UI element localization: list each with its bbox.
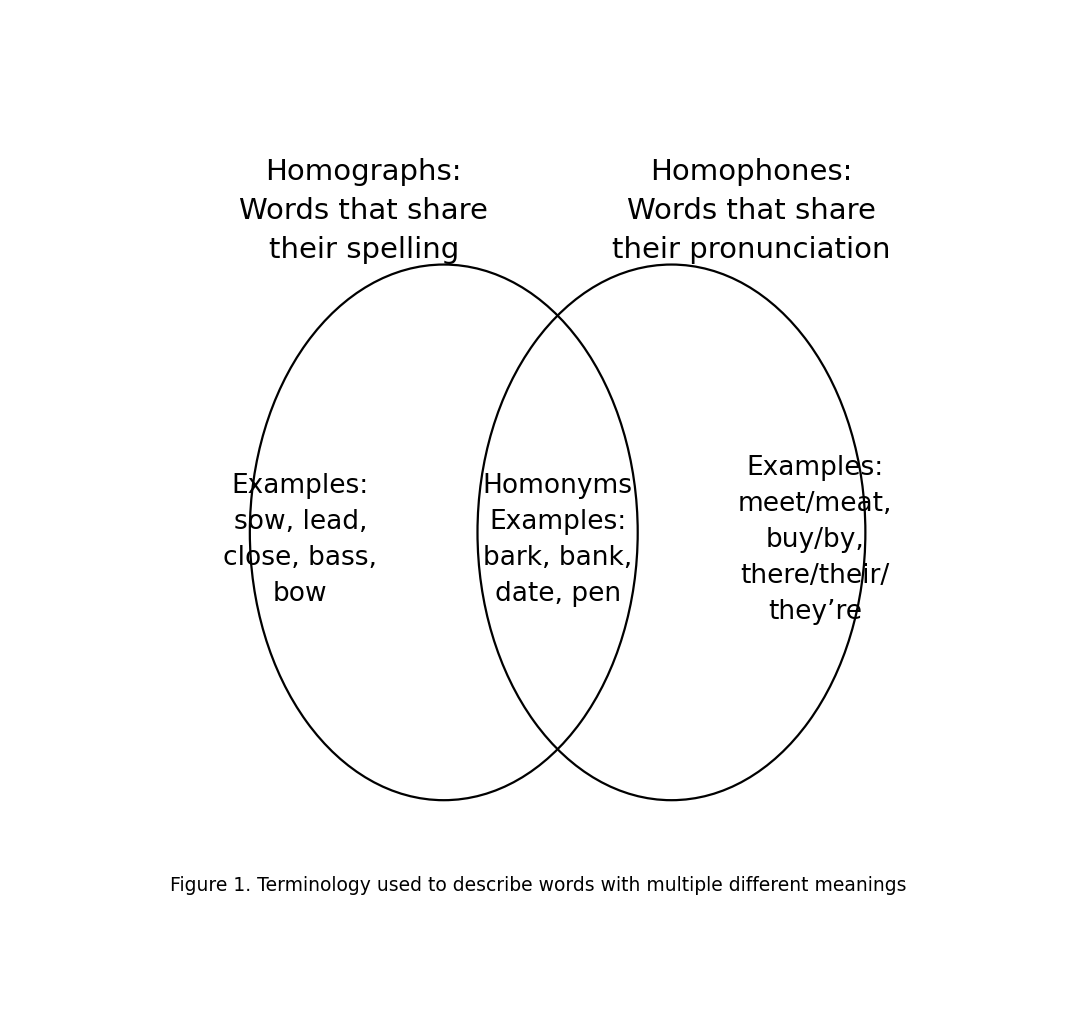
Text: Figure 1. Terminology used to describe words with multiple different meanings: Figure 1. Terminology used to describe w… (170, 876, 906, 895)
Text: Homographs:
Words that share
their spelling: Homographs: Words that share their spell… (239, 159, 489, 264)
Text: Homophones:
Words that share
their pronunciation: Homophones: Words that share their pronu… (613, 159, 891, 264)
Text: Examples:
sow, lead,
close, bass,
bow: Examples: sow, lead, close, bass, bow (223, 474, 378, 608)
Text: Examples:
meet/meat,
buy/by,
there/their/
they’re: Examples: meet/meat, buy/by, there/their… (738, 455, 892, 625)
Text: Homonyms
Examples:
bark, bank,
date, pen: Homonyms Examples: bark, bank, date, pen (483, 474, 632, 608)
